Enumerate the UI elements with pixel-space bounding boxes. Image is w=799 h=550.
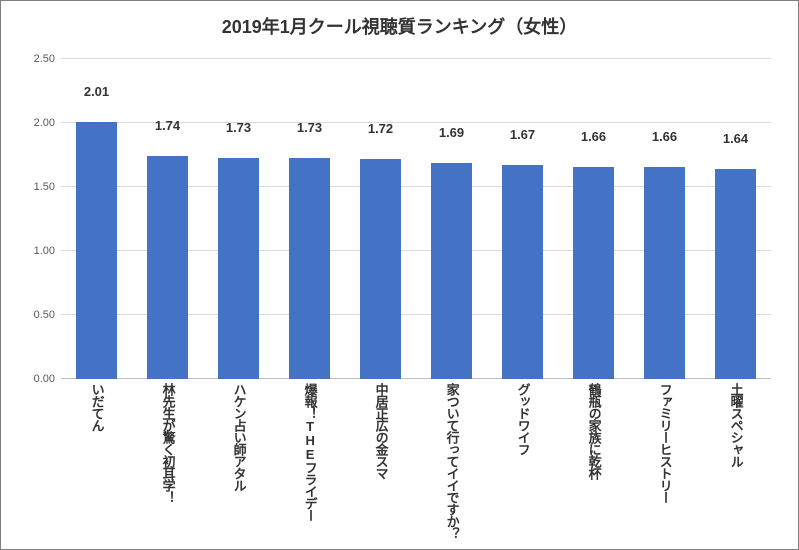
y-tick-label: 0.50: [34, 309, 55, 321]
bar-value-label: 1.64: [723, 131, 748, 150]
x-label-slot: 家ついて行ってイイですか？: [416, 383, 487, 539]
bar: [715, 169, 756, 379]
plot-area: 0.000.501.001.502.002.50 2.011.741.731.7…: [61, 59, 771, 379]
bar: [502, 165, 543, 379]
bar-value-label: 1.66: [581, 129, 606, 148]
bar-slot: 1.72: [345, 59, 416, 379]
bar: [289, 158, 330, 379]
bar: [431, 163, 472, 379]
bar: [147, 156, 188, 379]
x-axis-label: ハケン占い師アタル: [231, 383, 245, 539]
bar: [573, 167, 614, 379]
bar-slot: 1.69: [416, 59, 487, 379]
x-label-slot: 林先生が驚く初耳学！: [132, 383, 203, 539]
bar-slot: 1.73: [203, 59, 274, 379]
bar-value-label: 1.67: [510, 127, 535, 146]
bar-slot: 1.73: [274, 59, 345, 379]
x-label-slot: ファミリーヒストリー: [629, 383, 700, 539]
x-axis-label: グッドワイフ: [515, 383, 529, 539]
x-axis-label: 林先生が驚く初耳学！: [160, 383, 174, 539]
bar-slot: 1.66: [629, 59, 700, 379]
x-label-slot: 土曜スペシャル: [700, 383, 771, 539]
bar-slot: 1.64: [700, 59, 771, 379]
bar-slot: 2.01: [61, 59, 132, 379]
bar-value-label: 1.72: [368, 121, 393, 140]
y-tick-label: 0.00: [34, 373, 55, 385]
y-tick-label: 2.50: [34, 53, 55, 65]
x-label-slot: いだてん: [61, 383, 132, 539]
x-label-slot: ハケン占い師アタル: [203, 383, 274, 539]
x-axis-label: 土曜スペシャル: [728, 383, 742, 539]
bar-slot: 1.67: [487, 59, 558, 379]
x-axis-label: 家ついて行ってイイですか？: [444, 383, 458, 539]
x-axis-label: ファミリーヒストリー: [657, 383, 671, 539]
y-tick-label: 2.00: [34, 117, 55, 129]
x-axis-labels: いだてん 林先生が驚く初耳学！ ハケン占い師アタル 爆報！THEフライデー 中居正広の金…: [61, 383, 771, 539]
x-label-slot: グッドワイフ: [487, 383, 558, 539]
x-axis-label: いだてん: [89, 383, 103, 539]
bar: [218, 158, 259, 379]
bar-value-label: 1.69: [439, 125, 464, 144]
y-tick-label: 1.00: [34, 245, 55, 257]
chart-title: 2019年1月クール視聴質ランキング（女性）: [1, 1, 798, 39]
x-label-slot: 中居正広の金スマ: [345, 383, 416, 539]
bar-value-label: 1.73: [297, 120, 322, 139]
bar: [644, 167, 685, 379]
bar-slot: 1.74: [132, 59, 203, 379]
bar-slot: 1.66: [558, 59, 629, 379]
x-axis-label: 中居正広の金スマ: [373, 383, 387, 539]
bar-value-label: 1.66: [652, 129, 677, 148]
bar-value-label: 1.73: [226, 120, 251, 139]
bar: [76, 122, 117, 379]
y-tick-label: 1.50: [34, 181, 55, 193]
x-axis-label: 鶴瓶の家族に乾杯: [586, 383, 600, 539]
bars-group: 2.01 1.74 1.73 1.73 1.72 1.69 1.67 1.66 1.66 1.64: [61, 59, 771, 379]
chart-container: 2019年1月クール視聴質ランキング（女性） 0.00 0.50 1.00 1.50 2…: [0, 0, 799, 550]
x-label-slot: 鶴瓶の家族に乾杯: [558, 383, 629, 539]
x-label-slot: 爆報！THEフライデー: [274, 383, 345, 539]
bar: [360, 159, 401, 379]
bar-value-label: 1.74: [155, 118, 180, 137]
x-axis-label: 爆報！THEフライデー: [302, 383, 316, 539]
bar-value-label: 2.01: [84, 84, 109, 103]
